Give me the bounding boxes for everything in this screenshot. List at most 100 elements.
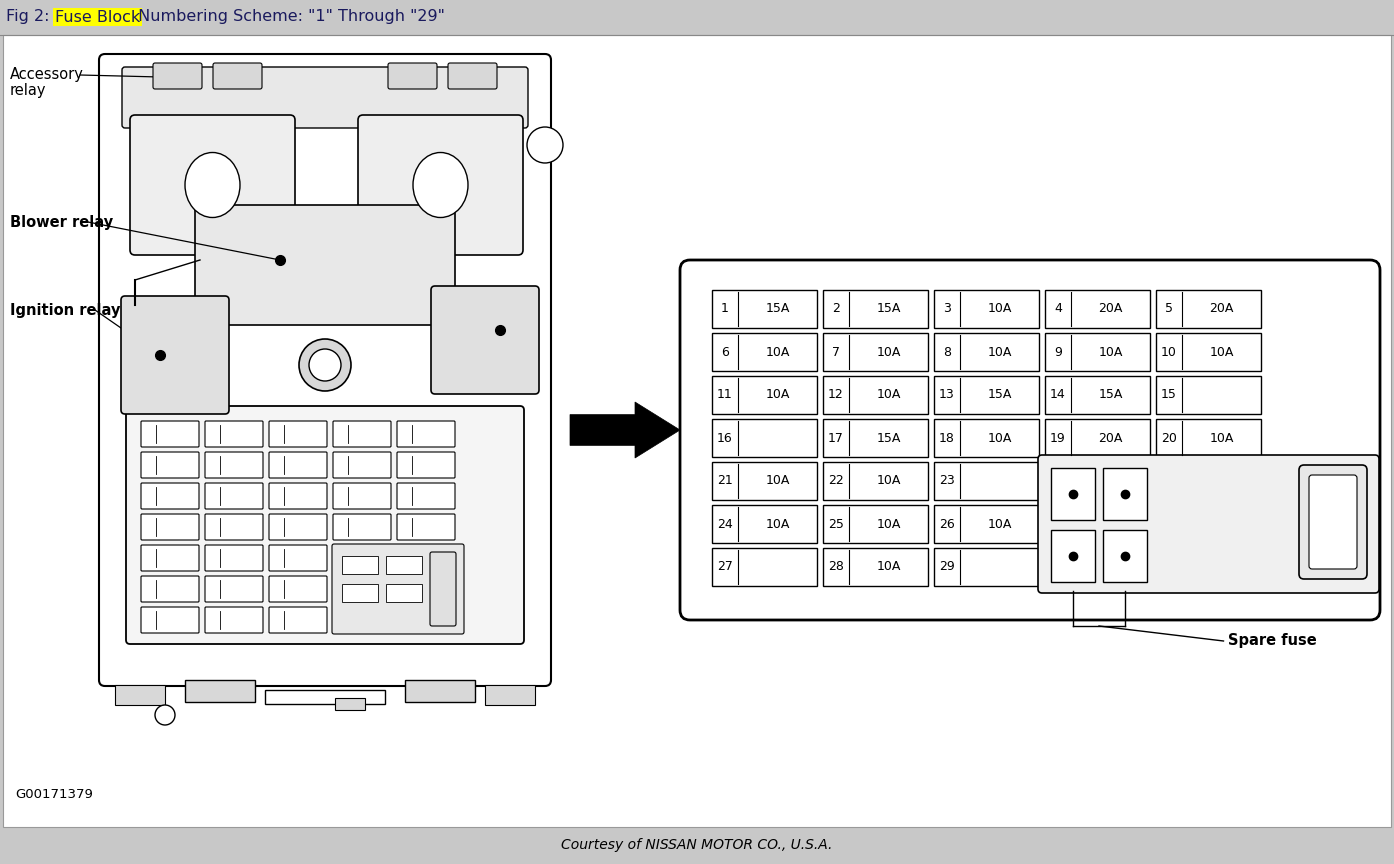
Bar: [712, 548, 817, 586]
Text: 3: 3: [944, 302, 951, 315]
Text: Spare fuse: Spare fuse: [1228, 633, 1317, 649]
Text: Fig 2:: Fig 2:: [6, 10, 54, 24]
FancyBboxPatch shape: [195, 205, 454, 325]
FancyBboxPatch shape: [333, 452, 390, 478]
Bar: [335, 698, 365, 710]
Bar: [934, 505, 1039, 543]
Text: 22: 22: [828, 474, 843, 487]
Bar: [406, 680, 475, 702]
Bar: [114, 685, 164, 705]
FancyBboxPatch shape: [125, 406, 524, 644]
Bar: [1046, 333, 1150, 371]
Bar: [822, 333, 928, 371]
Bar: [712, 462, 817, 500]
Text: 2: 2: [832, 302, 841, 315]
Bar: [1046, 419, 1150, 457]
Bar: [712, 505, 817, 543]
FancyBboxPatch shape: [332, 544, 464, 634]
Text: 16: 16: [717, 431, 733, 444]
Bar: [485, 685, 535, 705]
Text: 10A: 10A: [877, 389, 901, 402]
Text: 10A: 10A: [987, 346, 1012, 359]
Text: 6: 6: [721, 346, 729, 359]
Text: 11: 11: [717, 389, 733, 402]
Text: 25: 25: [828, 518, 843, 530]
FancyBboxPatch shape: [141, 514, 199, 540]
FancyBboxPatch shape: [333, 421, 390, 447]
Text: 26: 26: [940, 518, 955, 530]
Circle shape: [309, 349, 342, 381]
Text: 28: 28: [828, 561, 843, 574]
Text: 5: 5: [1165, 302, 1172, 315]
Circle shape: [155, 705, 176, 725]
Text: 14: 14: [1050, 389, 1066, 402]
Text: 10A: 10A: [987, 302, 1012, 315]
Text: 15A: 15A: [877, 431, 901, 444]
FancyBboxPatch shape: [213, 63, 262, 89]
Bar: [934, 290, 1039, 328]
FancyBboxPatch shape: [123, 67, 528, 128]
Bar: [1156, 376, 1262, 414]
Text: 10A: 10A: [1210, 346, 1234, 359]
Bar: [1103, 468, 1147, 520]
Bar: [822, 462, 928, 500]
Text: relay: relay: [10, 84, 46, 98]
Bar: [342, 556, 378, 574]
FancyBboxPatch shape: [141, 607, 199, 633]
Text: 19: 19: [1050, 431, 1066, 444]
FancyBboxPatch shape: [397, 421, 454, 447]
FancyBboxPatch shape: [205, 452, 263, 478]
FancyBboxPatch shape: [1039, 455, 1379, 593]
FancyBboxPatch shape: [205, 421, 263, 447]
FancyBboxPatch shape: [397, 483, 454, 509]
Text: 7: 7: [832, 346, 841, 359]
Text: Courtesy of NISSAN MOTOR CO., U.S.A.: Courtesy of NISSAN MOTOR CO., U.S.A.: [562, 838, 832, 852]
FancyBboxPatch shape: [1309, 475, 1356, 569]
Text: 10A: 10A: [877, 518, 901, 530]
FancyBboxPatch shape: [269, 514, 328, 540]
Bar: [712, 376, 817, 414]
Text: 15A: 15A: [877, 302, 901, 315]
FancyBboxPatch shape: [141, 421, 199, 447]
FancyBboxPatch shape: [99, 54, 551, 686]
Bar: [386, 584, 422, 602]
FancyBboxPatch shape: [130, 115, 296, 255]
Bar: [1051, 530, 1096, 582]
Bar: [822, 376, 928, 414]
Text: 15A: 15A: [987, 389, 1012, 402]
Text: Accessory: Accessory: [10, 67, 84, 82]
FancyBboxPatch shape: [397, 514, 454, 540]
FancyBboxPatch shape: [358, 115, 523, 255]
Bar: [934, 419, 1039, 457]
Text: Numbering Scheme: "1" Through "29": Numbering Scheme: "1" Through "29": [132, 10, 445, 24]
Bar: [386, 556, 422, 574]
Bar: [822, 548, 928, 586]
Text: 10A: 10A: [765, 518, 789, 530]
FancyBboxPatch shape: [333, 514, 390, 540]
FancyBboxPatch shape: [269, 452, 328, 478]
Ellipse shape: [413, 153, 468, 218]
Text: 20A: 20A: [1098, 302, 1122, 315]
Text: 12: 12: [828, 389, 843, 402]
Bar: [1103, 530, 1147, 582]
Polygon shape: [570, 402, 680, 458]
Text: 10A: 10A: [1098, 346, 1122, 359]
Text: 20: 20: [1161, 431, 1177, 444]
FancyBboxPatch shape: [269, 576, 328, 602]
FancyBboxPatch shape: [269, 483, 328, 509]
FancyBboxPatch shape: [205, 607, 263, 633]
Text: 4: 4: [1054, 302, 1062, 315]
Text: 10A: 10A: [1210, 431, 1234, 444]
Bar: [822, 290, 928, 328]
Bar: [1046, 290, 1150, 328]
Text: 24: 24: [717, 518, 733, 530]
Text: 27: 27: [717, 561, 733, 574]
Text: 20A: 20A: [1098, 431, 1122, 444]
FancyBboxPatch shape: [269, 545, 328, 571]
Bar: [1156, 419, 1262, 457]
Ellipse shape: [185, 153, 240, 218]
Text: 10A: 10A: [877, 346, 901, 359]
FancyBboxPatch shape: [431, 286, 539, 394]
Bar: [0, 0, 1394, 35]
FancyBboxPatch shape: [141, 483, 199, 509]
